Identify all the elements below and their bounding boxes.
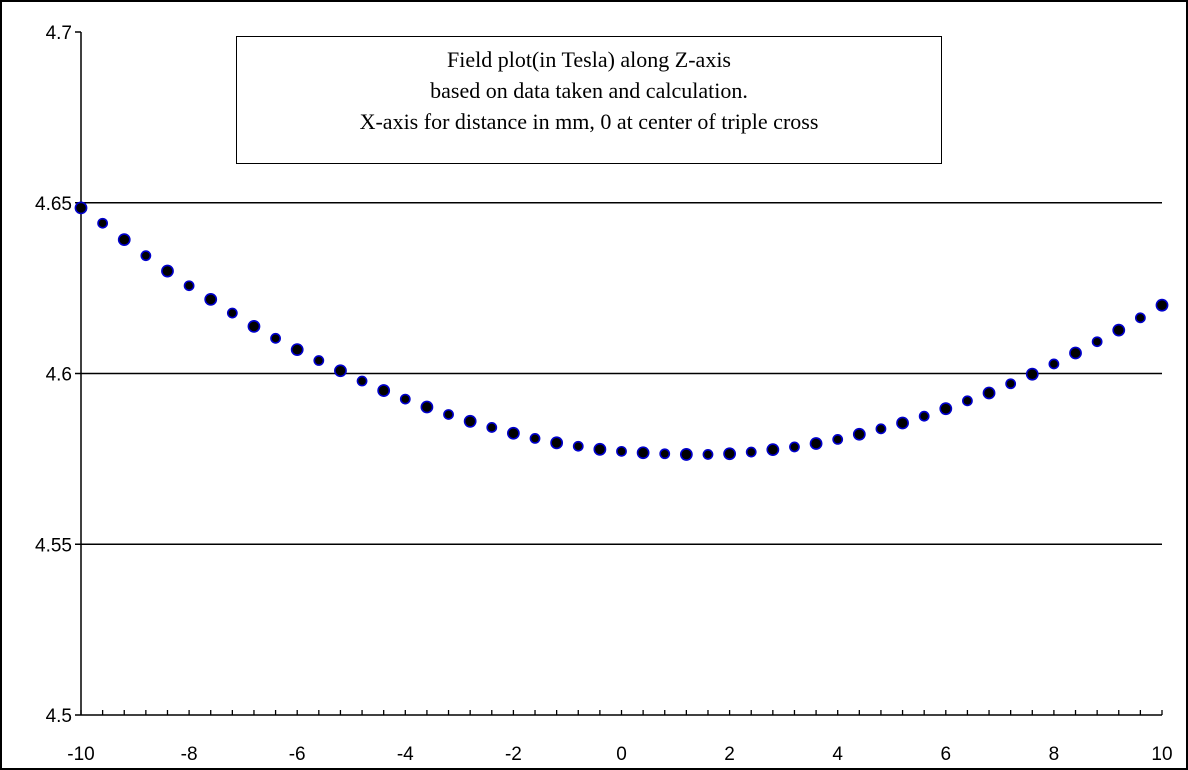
x-tick-label: 2 [724,744,735,765]
data-point [962,395,973,407]
data-point [723,447,736,461]
data-point [290,343,304,356]
data-point [1155,298,1169,312]
x-tick-label: 10 [1151,744,1172,765]
data-point [183,280,195,292]
data-point [161,264,174,278]
data-point [918,410,930,422]
data-point [550,436,564,450]
data-point [789,441,800,453]
data-point [117,233,131,247]
data-point [506,426,520,440]
data-point [97,217,109,229]
data-point [463,414,477,428]
data-point [896,416,909,430]
x-tick-label: 6 [941,744,952,765]
data-point [1112,323,1126,337]
x-tick-label: 0 [616,744,627,765]
y-tick-label: 4.6 [46,365,72,386]
data-point [939,402,953,416]
data-point [809,437,823,450]
data-point [1048,358,1060,370]
x-tick-label: 8 [1049,744,1060,765]
x-tick-label: -10 [67,744,94,765]
data-point [334,364,347,378]
data-point [226,307,238,319]
data-point [636,446,650,460]
data-point [745,446,757,458]
data-point [356,375,368,387]
data-point [832,434,844,445]
data-point [659,448,671,460]
chart-title-line-1: Field plot(in Tesla) along Z-axis [446,47,731,72]
chart-title-line-2: based on data taken and calculation. [430,78,748,103]
x-tick-label: -4 [397,744,414,765]
chart-title-box: Field plot(in Tesla) along Z-axis based … [236,36,942,164]
data-point [1134,312,1146,324]
x-tick-label: -6 [289,744,306,765]
data-point [616,445,627,457]
data-point [679,448,693,461]
data-point [875,423,887,435]
x-tick-label: -8 [181,744,198,765]
data-point [1091,336,1103,348]
x-tick-label: 4 [832,744,843,765]
data-point [140,250,152,262]
data-point [1069,346,1082,360]
data-point [420,400,434,414]
x-tick-label: -2 [505,744,522,765]
data-point [529,432,541,444]
data-point [852,427,866,441]
chart-title-line-3: X-axis for distance in mm, 0 at center o… [359,109,819,134]
data-point [766,443,780,457]
y-tick-label: 4.65 [35,194,72,215]
data-point [572,440,584,452]
data-point [1025,367,1039,381]
data-point [982,386,996,400]
data-point [443,409,454,420]
data-point [593,442,607,456]
data-point [377,384,391,397]
y-tick-label: 4.55 [35,535,72,556]
data-point [399,393,411,405]
data-point [486,422,498,433]
data-point [270,332,281,344]
data-point [702,449,714,460]
data-point [247,319,261,333]
data-point [313,355,325,366]
data-point [204,292,218,306]
data-point [74,201,88,215]
data-point [1005,378,1017,390]
y-tick-label: 4.7 [46,23,72,44]
y-tick-label: 4.5 [46,706,72,727]
